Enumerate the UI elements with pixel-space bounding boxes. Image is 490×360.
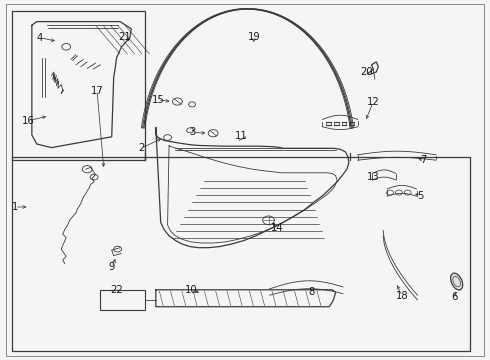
- Text: 11: 11: [235, 131, 247, 141]
- Text: 7: 7: [420, 155, 427, 165]
- Bar: [100, 290, 145, 310]
- Text: 9: 9: [108, 262, 115, 272]
- Text: 15: 15: [151, 95, 164, 105]
- Text: 18: 18: [395, 291, 408, 301]
- Text: 6: 6: [451, 292, 458, 302]
- Text: 13: 13: [367, 172, 380, 182]
- Text: 3: 3: [189, 127, 195, 138]
- Text: 10: 10: [185, 285, 197, 295]
- Text: 21: 21: [119, 32, 131, 42]
- Text: 1: 1: [11, 202, 18, 212]
- Bar: [12, 11, 145, 160]
- Text: 2: 2: [138, 143, 145, 153]
- Text: 14: 14: [270, 222, 283, 233]
- Text: 19: 19: [247, 32, 260, 42]
- Ellipse shape: [451, 273, 463, 290]
- Text: 12: 12: [367, 96, 380, 107]
- Text: 5: 5: [417, 191, 424, 201]
- Text: 16: 16: [22, 116, 35, 126]
- Text: 4: 4: [37, 33, 43, 43]
- Text: 20: 20: [360, 67, 373, 77]
- Text: 22: 22: [110, 285, 123, 295]
- Text: 8: 8: [308, 287, 314, 297]
- Text: 17: 17: [91, 86, 103, 96]
